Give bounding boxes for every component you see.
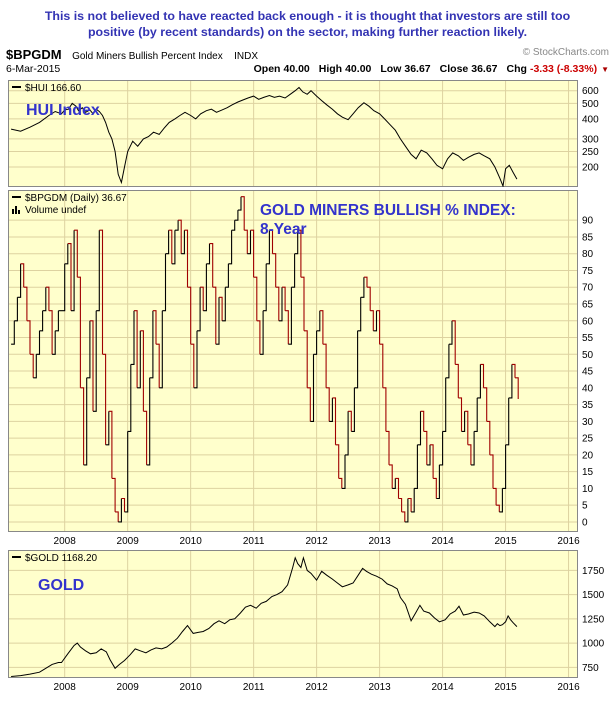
svg-text:90: 90 — [582, 215, 594, 226]
hui-legend-label: $HUI 166.60 — [25, 82, 82, 94]
svg-text:25: 25 — [582, 433, 594, 444]
svg-text:2011: 2011 — [243, 536, 265, 547]
symbol: $BPGDM — [6, 46, 62, 62]
svg-text:200: 200 — [582, 162, 599, 173]
volume-icon — [12, 205, 20, 214]
svg-text:2008: 2008 — [54, 682, 77, 693]
svg-text:0: 0 — [582, 517, 588, 528]
svg-text:5: 5 — [582, 500, 588, 511]
close-label: Close — [439, 62, 469, 75]
hui-panel: 200 250 300 400 500 600 $HUI 166.60 HUI Index — [0, 79, 615, 187]
quote-row: 6-Mar-2015 Open 40.00 High 40.00 Low 36.67 Clo… — [0, 62, 615, 77]
quote-date: 6-Mar-2015 — [6, 62, 61, 75]
svg-text:10: 10 — [582, 484, 594, 495]
svg-text:2012: 2012 — [305, 536, 328, 547]
svg-text:2009: 2009 — [117, 682, 140, 693]
svg-text:30: 30 — [582, 417, 594, 428]
bpgdm-title-line1: GOLD MINERS BULLISH % INDEX: — [260, 201, 516, 219]
line-swatch-icon — [12, 195, 21, 198]
gold-legend-label: $GOLD 1168.20 — [25, 552, 98, 564]
down-arrow-icon: ▼ — [601, 64, 609, 74]
svg-text:2013: 2013 — [368, 682, 391, 693]
hui-chart: 200 250 300 400 500 600 — [8, 79, 599, 187]
svg-text:2016: 2016 — [557, 682, 580, 693]
svg-text:15: 15 — [582, 467, 594, 478]
gold-legend: $GOLD 1168.20 — [12, 553, 97, 564]
high-label: High — [318, 62, 343, 75]
exchange-label: INDX — [234, 50, 259, 62]
svg-text:2016: 2016 — [557, 536, 580, 547]
svg-text:85: 85 — [582, 232, 594, 243]
svg-text:2010: 2010 — [180, 536, 203, 547]
svg-text:60: 60 — [582, 316, 594, 327]
high-value: 40.00 — [345, 62, 372, 75]
chg-label: Chg — [506, 62, 527, 75]
svg-text:65: 65 — [582, 299, 594, 310]
line-swatch-icon — [12, 85, 21, 88]
svg-text:50: 50 — [582, 350, 594, 361]
svg-text:40: 40 — [582, 383, 594, 394]
svg-text:2012: 2012 — [305, 682, 328, 693]
svg-text:2014: 2014 — [431, 536, 454, 547]
svg-text:2008: 2008 — [54, 536, 77, 547]
svg-text:35: 35 — [582, 400, 594, 411]
low-value: 36.67 — [404, 62, 431, 75]
hui-legend: $HUI 166.60 — [12, 83, 81, 94]
svg-text:500: 500 — [582, 99, 599, 110]
bpgdm-legend-label: $BPGDM (Daily) 36.67 — [25, 192, 127, 204]
svg-text:2015: 2015 — [494, 536, 517, 547]
svg-text:300: 300 — [582, 134, 599, 145]
open-value: 40.00 — [283, 62, 310, 75]
svg-text:250: 250 — [582, 147, 599, 158]
low-label: Low — [380, 62, 402, 75]
svg-text:1250: 1250 — [582, 614, 605, 625]
bpgdm-volume-legend: Volume undef — [12, 205, 86, 216]
svg-text:600: 600 — [582, 86, 599, 97]
svg-text:2015: 2015 — [494, 682, 517, 693]
svg-text:80: 80 — [582, 249, 594, 260]
bpgdm-panel: 2008 2009 2010 2011 2012 2013 2014 2015 2016 0 5 10… — [0, 189, 615, 547]
quote-fields: Open 40.00 High 40.00 Low 36.67 Close 36.67 Chg -… — [245, 63, 609, 75]
chg-value: -3.33 (-8.33%) — [529, 62, 598, 75]
svg-text:2009: 2009 — [117, 536, 140, 547]
line-swatch-icon — [12, 555, 21, 558]
gold-panel: 2008 2009 2010 2011 2012 2013 2014 2015 2016 750 1… — [0, 549, 615, 693]
svg-text:2013: 2013 — [368, 536, 391, 547]
svg-text:400: 400 — [582, 114, 599, 125]
svg-text:75: 75 — [582, 266, 594, 277]
copyright: © StockCharts.com — [522, 46, 609, 58]
hui-title: HUI Index — [26, 101, 100, 119]
close-value: 36.67 — [471, 62, 498, 75]
svg-text:2010: 2010 — [180, 682, 203, 693]
open-label: Open — [253, 62, 281, 75]
chart-header: $BPGDM Gold Miners Bullish Percent Index… — [0, 41, 615, 62]
bpgdm-chart: 2008 2009 2010 2011 2012 2013 2014 2015 20160510… — [8, 189, 594, 547]
svg-text:2011: 2011 — [243, 682, 265, 693]
gold-title: GOLD — [38, 576, 85, 594]
bpgdm-title-line2: 8-Year — [260, 220, 307, 238]
annotation-text: This is not believed to have reacted bac… — [44, 9, 571, 39]
svg-text:70: 70 — [582, 282, 594, 293]
svg-text:1500: 1500 — [582, 590, 605, 601]
svg-text:1000: 1000 — [582, 638, 605, 649]
svg-text:2014: 2014 — [431, 682, 454, 693]
svg-text:1750: 1750 — [582, 566, 605, 577]
svg-text:750: 750 — [582, 663, 599, 674]
svg-text:20: 20 — [582, 450, 594, 461]
svg-text:55: 55 — [582, 333, 594, 344]
bpgdm-title: GOLD MINERS BULLISH % INDEX: 8-Year — [260, 201, 516, 239]
symbol-description: Gold Miners Bullish Percent Index — [72, 50, 223, 62]
svg-text:45: 45 — [582, 366, 594, 377]
volume-label: Volume undef — [25, 204, 87, 216]
bpgdm-legend: $BPGDM (Daily) 36.67 — [12, 193, 127, 204]
